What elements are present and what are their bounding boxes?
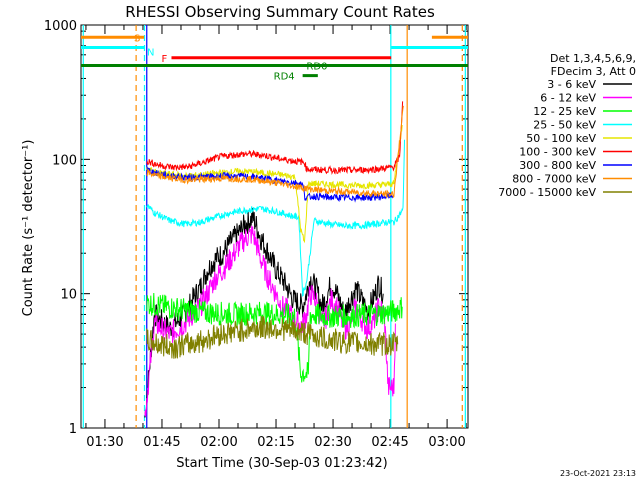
x-tick-label: 01:30 (86, 435, 123, 450)
x-tick-label: 02:15 (257, 435, 294, 450)
series-line (146, 166, 394, 203)
x-axis-label: Start Time (30-Sep-03 01:23:42) (176, 456, 387, 471)
legend-header: FDecim 3, Att 0 (551, 65, 636, 78)
status-bar-label: F (161, 54, 167, 65)
y-axis-label: Count Rate (s⁻¹ detector⁻¹) (21, 140, 36, 317)
footer-date: 23-Oct-2021 23:13 (560, 469, 636, 478)
series-line (146, 139, 405, 297)
x-tick-label: 01:45 (143, 435, 180, 450)
plot-content: F RD0 RD4 SN (81, 25, 468, 428)
x-tick-label: 02:30 (314, 435, 351, 450)
legend-label: 300 - 800 keV (519, 159, 596, 172)
chart-title: RHESSI Observing Summary Count Rates (125, 3, 435, 21)
legend-label: 12 - 25 keV (533, 105, 596, 118)
status-bar-label: RD0 (306, 61, 327, 72)
series-line (146, 101, 404, 175)
series-line (146, 315, 399, 359)
status-bar-label: S (134, 33, 140, 44)
y-tick-label: 1 (69, 422, 77, 437)
axis-frame (80, 24, 469, 429)
series-line (146, 292, 403, 383)
legend-header: Det 1,3,4,5,6,9, (550, 52, 636, 65)
y-tick-label: 1000 (44, 19, 77, 34)
legend-label: 50 - 100 keV (526, 132, 596, 145)
x-tick-label: 03:00 (428, 435, 465, 450)
legend-label: 25 - 50 keV (533, 119, 596, 132)
y-tick-label: 100 (52, 153, 77, 168)
status-bar-label: RD4 (274, 72, 295, 83)
x-tick-label: 02:00 (200, 435, 237, 450)
x-tick-label: 02:45 (371, 435, 408, 450)
legend-label: 3 - 6 keV (547, 78, 596, 91)
status-bar-label: N (147, 47, 154, 58)
legend-label: 800 - 7000 keV (512, 173, 596, 186)
legend-label: 6 - 12 keV (540, 92, 596, 105)
legend: Det 1,3,4,5,6,9,FDecim 3, Att 03 - 6 keV… (498, 52, 636, 199)
y-tick-label: 10 (60, 288, 77, 303)
legend-label: 7000 - 15000 keV (498, 186, 596, 199)
plot-area: 1 10 100 1000 01:30 01:45 02:00 02:15 02:30 02:45… (44, 19, 469, 450)
legend-label: 100 - 300 keV (519, 146, 596, 159)
series-line (146, 105, 404, 199)
